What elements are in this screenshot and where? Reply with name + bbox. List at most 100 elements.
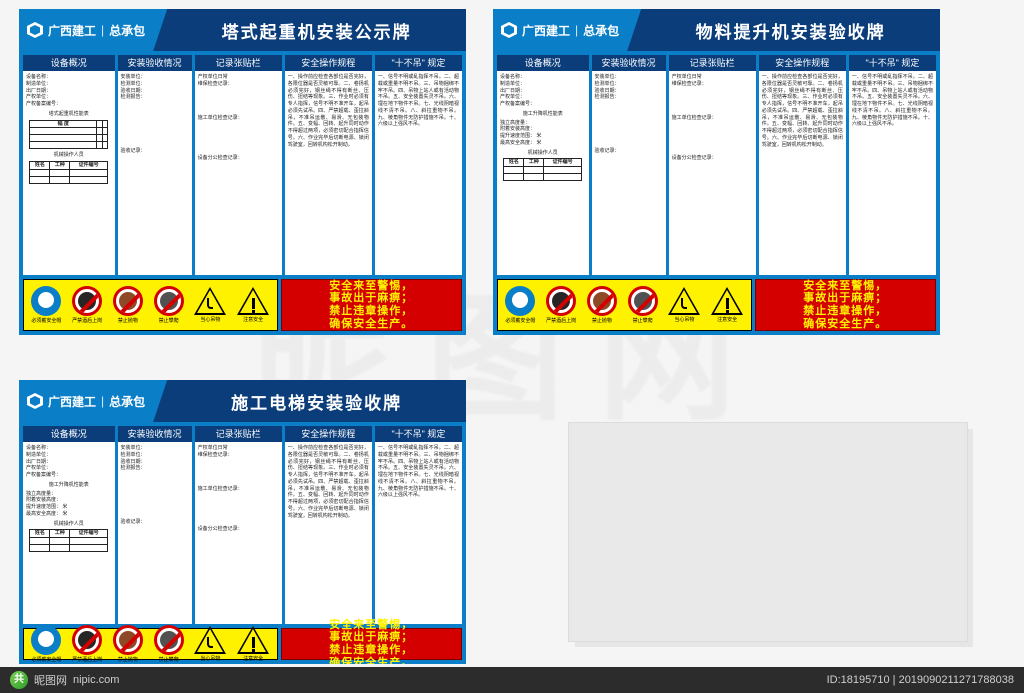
board-columns: 设备概况设备名称： 制造单位： 出厂日期： 产权单位： 产权备案编号：施工升降机…: [493, 51, 940, 279]
safety-sign-icon: [194, 287, 226, 315]
board-column: 安全操作规程一、操作前应检查各部位是否完好，各限位器是否灵敏可靠。二、卷扬机必须…: [285, 426, 372, 624]
board-column: 安全操作规程一、操作前应检查各部位是否完好，各限位器是否灵敏可靠。二、卷扬机必须…: [759, 55, 846, 275]
safety-slogan: 安全来至警惕， 事故出于麻痹； 禁止违章操作， 确保安全生产。: [281, 279, 462, 331]
notice-board: 广西建工|总承包施工电梯安装验收牌设备概况设备名称： 制造单位： 出厂日期： 产…: [19, 380, 466, 664]
column-header: 设备概况: [23, 55, 115, 71]
safety-sign-icon: [587, 286, 617, 316]
company-logo: 广西建工|总承包: [493, 9, 627, 51]
safety-sign-icon: [237, 287, 269, 315]
site-logo-icon: 共: [10, 671, 28, 689]
column-body: 安装单位： 检测单位： 验收日期： 检测报告： 验收记录：: [592, 71, 666, 275]
column-header: 记录张贴栏: [669, 55, 756, 71]
safety-sign-icon: [113, 625, 143, 655]
canvas: 昵图网 广西建工|总承包塔式起重机安装公示牌设备概况设备名称： 制造单位： 出厂…: [0, 0, 1024, 693]
safety-sign: 禁止攀爬: [154, 625, 184, 663]
board-column: "十不吊" 规定一、信号不明或乱指挥不吊。二、超载或重量不明不吊。三、吊物捆绑不…: [849, 55, 936, 275]
safety-sign: 当心吊物: [668, 287, 700, 323]
board-column: "十不吊" 规定一、信号不明或乱指挥不吊。二、超载或重量不明不吊。三、吊物捆绑不…: [375, 426, 462, 624]
safety-sign: 注意安全: [237, 626, 269, 662]
safety-sign-label: 必须戴安全帽: [505, 317, 535, 324]
safety-sign: 严禁酒后上岗: [546, 286, 576, 324]
column-body: 一、信号不明或乱指挥不吊。二、超载或重量不明不吊。三、吊物捆绑不牢不吊。四、吊物…: [375, 71, 462, 275]
notice-board: 广西建工|总承包塔式起重机安装公示牌设备概况设备名称： 制造单位： 出厂日期： …: [19, 9, 466, 335]
company-logo: 广西建工|总承包: [19, 9, 153, 51]
board-column: 安装验收情况安装单位： 检测单位： 验收日期： 检测报告： 验收记录：: [118, 426, 192, 624]
board-column: 记录张贴栏产权单位日常 维保检查记录： 施工单位检查记录： 设备分公检查记录：: [669, 55, 756, 275]
safety-sign-label: 禁止抛物: [592, 317, 612, 324]
board-header: 广西建工|总承包施工电梯安装验收牌: [19, 380, 466, 422]
safety-sign: 当心吊物: [194, 626, 226, 662]
board-header: 广西建工|总承包塔式起重机安装公示牌: [19, 9, 466, 51]
mini-table: 幅 度: [29, 120, 108, 150]
safety-sign-icon: [546, 286, 576, 316]
column-body: 一、操作前应检查各部位是否完好，各限位器是否灵敏可靠。二、卷扬机必须完好，钢丝绳…: [285, 71, 372, 275]
safety-sign-label: 禁止攀爬: [633, 317, 653, 324]
safety-sign-label: 禁止抛物: [118, 656, 138, 663]
logo-icon: [501, 22, 517, 38]
column-body: 产权单位日常 维保检查记录： 施工单位检查记录： 设备分公检查记录：: [195, 71, 282, 275]
safety-sign-label: 当心吊物: [674, 316, 694, 323]
safety-sign-icon: [72, 625, 102, 655]
safety-sign-icon: [194, 626, 226, 654]
safety-sign-icon: [31, 286, 61, 316]
safety-sign-icon: [628, 286, 658, 316]
safety-sign-label: 禁止攀爬: [159, 656, 179, 663]
safety-sign-label: 禁止抛物: [118, 317, 138, 324]
safety-sign: 必须戴安全帽: [31, 625, 61, 663]
company-suffix: 总承包: [109, 22, 145, 39]
company-logo: 广西建工|总承包: [19, 380, 153, 422]
safety-sign: 禁止抛物: [113, 286, 143, 324]
safety-sign-label: 当心吊物: [200, 655, 220, 662]
safety-sign: 注意安全: [237, 287, 269, 323]
safety-sign-label: 必须戴安全帽: [31, 656, 61, 663]
board-column: 设备概况设备名称： 制造单位： 出厂日期： 产权单位： 产权备案编号：塔式起重机…: [23, 55, 115, 275]
board-column: 记录张贴栏产权单位日常 维保检查记录： 施工单位检查记录： 设备分公检查记录：: [195, 426, 282, 624]
notice-board: 广西建工|总承包物料提升机安装验收牌设备概况设备名称： 制造单位： 出厂日期： …: [493, 9, 940, 335]
column-body: 设备名称： 制造单位： 出厂日期： 产权单位： 产权备案编号：施工升降机性能表独…: [23, 442, 115, 624]
safety-sign-label: 注意安全: [717, 316, 737, 323]
safety-slogan: 安全来至警惕， 事故出于麻痹； 禁止违章操作， 确保安全生产。: [755, 279, 936, 331]
column-body: 一、信号不明或乱指挥不吊。二、超载或重量不明不吊。三、吊物捆绑不牢不吊。四、吊物…: [849, 71, 936, 275]
column-body: 一、操作前应检查各部位是否完好，各限位器是否灵敏可靠。二、卷扬机必须完好，钢丝绳…: [759, 71, 846, 275]
board-title: 塔式起重机安装公示牌: [153, 9, 466, 51]
safety-sign-icon: [711, 287, 743, 315]
safety-sign: 注意安全: [711, 287, 743, 323]
column-body: 设备名称： 制造单位： 出厂日期： 产权单位： 产权备案编号：施工升降机性能表独…: [497, 71, 589, 275]
safety-sign-icon: [154, 286, 184, 316]
board-column: 安装验收情况安装单位： 检测单位： 验收日期： 检测报告： 验收记录：: [592, 55, 666, 275]
safety-sign-label: 注意安全: [243, 655, 263, 662]
safety-sign: 禁止攀爬: [154, 286, 184, 324]
board-column: 设备概况设备名称： 制造单位： 出厂日期： 产权单位： 产权备案编号：施工升降机…: [23, 426, 115, 624]
board-title: 施工电梯安装验收牌: [153, 380, 466, 422]
safety-sign: 禁止抛物: [113, 625, 143, 663]
board-title: 物料提升机安装验收牌: [627, 9, 940, 51]
logo-icon: [27, 393, 43, 409]
column-header: 记录张贴栏: [195, 426, 282, 442]
mini-table: 姓名工种证件编号: [29, 529, 108, 552]
column-header: 安装验收情况: [592, 55, 666, 71]
safety-row: 必须戴安全帽严禁酒后上岗禁止抛物禁止攀爬当心吊物注意安全安全来至警惕， 事故出于…: [19, 279, 466, 335]
mini-table: 姓名工种证件编号: [503, 158, 582, 181]
column-header: "十不吊" 规定: [375, 426, 462, 442]
safety-sign: 禁止抛物: [587, 286, 617, 324]
company-name: 广西建工: [522, 22, 570, 39]
column-header: "十不吊" 规定: [849, 55, 936, 71]
safety-row: 必须戴安全帽严禁酒后上岗禁止抛物禁止攀爬当心吊物注意安全安全来至警惕， 事故出于…: [19, 628, 466, 664]
safety-icons: 必须戴安全帽 严禁酒后上岗 禁止抛物 禁止攀爬 当心吊物 注意安全: [23, 628, 278, 660]
safety-sign: 禁止攀爬: [628, 286, 658, 324]
safety-sign-icon: [668, 287, 700, 315]
board-header: 广西建工|总承包物料提升机安装验收牌: [493, 9, 940, 51]
safety-sign-icon: [31, 625, 61, 655]
column-body: 一、操作前应检查各部位是否完好，各限位器是否灵敏可靠。二、卷扬机必须完好，钢丝绳…: [285, 442, 372, 624]
safety-sign-label: 严禁酒后上岗: [72, 656, 102, 663]
column-header: 设备概况: [23, 426, 115, 442]
safety-sign: 必须戴安全帽: [31, 286, 61, 324]
column-header: 安装验收情况: [118, 426, 192, 442]
safety-sign-icon: [505, 286, 535, 316]
column-body: 产权单位日常 维保检查记录： 施工单位检查记录： 设备分公检查记录：: [195, 442, 282, 624]
column-header: 安装验收情况: [118, 55, 192, 71]
logo-icon: [27, 22, 43, 38]
column-header: "十不吊" 规定: [375, 55, 462, 71]
column-header: 安全操作规程: [285, 55, 372, 71]
column-header: 设备概况: [497, 55, 589, 71]
